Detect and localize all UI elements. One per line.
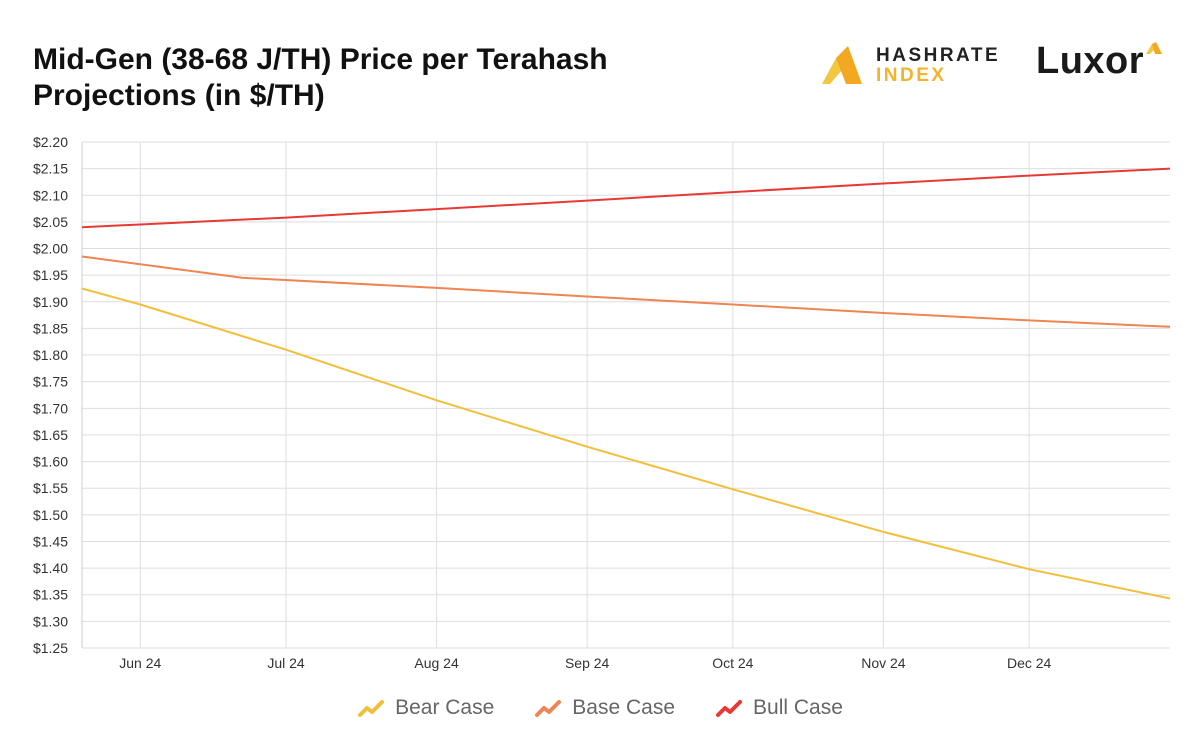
series-lines [81,167,1171,600]
chart-title-line-1: Mid-Gen (38-68 J/TH) Price per Terahash [33,43,608,76]
y-tick-label: $1.45 [33,533,68,549]
legend-label: Bear Case [395,696,495,719]
y-tick-label: $1.25 [33,640,68,656]
y-tick-label: $1.65 [33,427,68,443]
y-tick-label: $1.30 [33,613,68,629]
luxor-logo-icon [1146,42,1162,54]
x-tick-label: Oct 24 [712,655,753,671]
y-tick-label: $2.15 [33,161,68,177]
legend-label: Bull Case [753,696,843,719]
y-tick-label: $1.80 [33,347,68,363]
legend-label: Base Case [572,696,676,719]
y-tick-label: $1.90 [33,294,68,310]
legend-swatch-bull-case-icon [716,700,743,717]
y-tick-label: $1.85 [33,320,68,336]
x-tick-label: Sep 24 [565,655,610,671]
y-tick-label: $2.10 [33,187,68,203]
x-tick-label: Jul 24 [267,655,305,671]
luxor-logo: Luxor [1036,40,1162,83]
y-tick-label: $2.20 [33,134,68,150]
chart-legend: Bear Case Base Case Bull Case [0,694,1200,722]
x-tick-label: Jun 24 [119,655,161,671]
chart-title-line-2: Projections (in $/TH) [33,79,325,112]
base-case-line [81,255,1171,328]
legend-item-base-case[interactable]: Base Case [534,696,675,720]
y-tick-label: $1.95 [33,267,68,283]
hashrate-index-logo-text-2: INDEX [876,65,947,86]
legend-item-bear-case[interactable]: Bear Case [357,696,494,720]
y-tick-label: $1.60 [33,454,68,470]
legend-item-bull-case[interactable]: Bull Case [715,696,843,720]
y-tick-label: $1.75 [33,374,68,390]
hashrate-index-logo-text-1: HASHRATE [876,45,1001,66]
y-tick-label: $2.00 [33,241,68,257]
y-axis-tick-labels: $1.25 $1.30 $1.35 $1.40 $1.45 $1.50 $1.55 $1.60… [33,134,68,656]
y-tick-label: $2.05 [33,214,68,230]
hashrate-index-logo-icon [822,46,862,84]
hashrate-index-logo: HASHRATE INDEX [820,44,1000,88]
x-tick-label: Dec 24 [1007,655,1052,671]
bear-case-line [81,287,1171,600]
y-tick-label: $1.40 [33,560,68,576]
y-tick-label: $1.35 [33,587,68,603]
luxor-logo-text: Luxor [1036,40,1145,82]
x-axis-tick-labels: Jun 24 Jul 24 Aug 24 Sep 24 Oct 24 Nov 24 Dec … [119,655,1051,671]
bull-case-line [81,167,1171,229]
chart-title: Mid-Gen (38-68 J/TH) Price per Terahash … [33,42,733,114]
x-tick-label: Aug 24 [414,655,459,671]
legend-swatch-bear-case-icon [358,700,385,717]
y-tick-label: $1.55 [33,480,68,496]
grid [81,141,1170,649]
y-tick-label: $1.50 [33,507,68,523]
y-tick-label: $1.70 [33,400,68,416]
x-tick-label: Nov 24 [861,655,906,671]
legend-swatch-base-case-icon [535,700,562,717]
